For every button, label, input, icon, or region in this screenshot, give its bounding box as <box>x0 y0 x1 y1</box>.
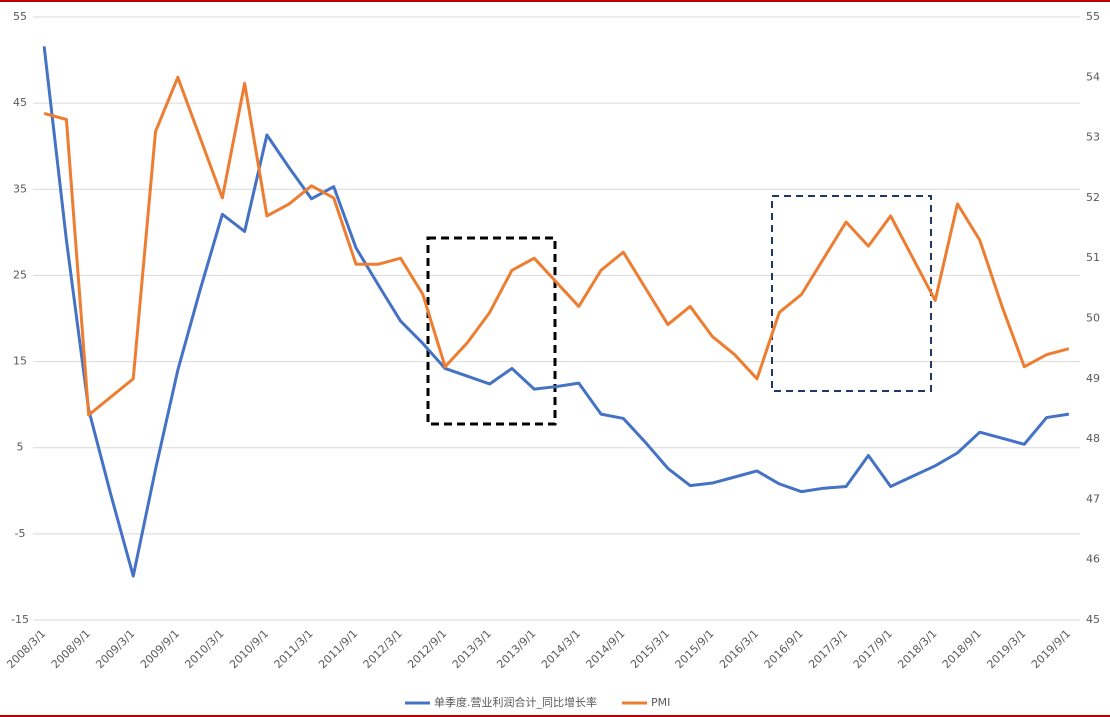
y2-tick-label: 50 <box>1086 312 1100 325</box>
x-tick-label: 2009/3/1 <box>93 627 137 671</box>
x-tick-label: 2014/9/1 <box>583 627 627 671</box>
y2-tick-label: 51 <box>1086 251 1100 264</box>
y-tick-label: 45 <box>13 96 27 109</box>
legend-label: 单季度.营业利润合计_同比增长率 <box>434 695 597 709</box>
x-tick-label: 2010/9/1 <box>227 627 271 671</box>
x-tick-label: 2013/9/1 <box>494 627 538 671</box>
x-tick-label: 2019/3/1 <box>984 627 1028 671</box>
x-tick-label: 2015/3/1 <box>628 627 672 671</box>
y2-tick-label: 49 <box>1086 372 1100 385</box>
x-tick-label: 2017/9/1 <box>851 627 895 671</box>
y-tick-label: 35 <box>13 182 27 195</box>
x-tick-label: 2018/9/1 <box>940 627 984 671</box>
x-tick-label: 2008/9/1 <box>49 627 93 671</box>
series-line <box>42 46 1070 578</box>
y2-tick-label: 52 <box>1086 191 1100 204</box>
x-tick-label: 2018/3/1 <box>895 627 939 671</box>
y2-tick-label: 46 <box>1086 553 1100 566</box>
y-tick-label: -5 <box>15 527 26 540</box>
x-tick-label: 2016/9/1 <box>762 627 806 671</box>
x-tick-label: 2013/3/1 <box>450 627 494 671</box>
x-tick-label: 2008/3/1 <box>4 627 48 671</box>
grid <box>33 16 1080 621</box>
y-tick-label: 15 <box>13 355 27 368</box>
x-tick-label: 2015/9/1 <box>673 627 717 671</box>
y2-tick-label: 47 <box>1086 492 1100 505</box>
x-tick-label: 2019/9/1 <box>1029 627 1073 671</box>
y2-tick-label: 54 <box>1086 70 1100 83</box>
x-tick-label: 2011/9/1 <box>316 627 360 671</box>
highlight-box <box>426 236 557 426</box>
x-tick-label: 2010/3/1 <box>182 627 226 671</box>
x-tick-label: 2012/3/1 <box>361 627 405 671</box>
x-tick-label: 2012/9/1 <box>405 627 449 671</box>
y-tick-label: 5 <box>17 441 24 454</box>
y-tick-label: 25 <box>13 268 27 281</box>
y-tick-label: -15 <box>11 613 29 626</box>
x-tick-label: 2017/3/1 <box>806 627 850 671</box>
y2-tick-label: 48 <box>1086 432 1100 445</box>
y2-tick-label: 53 <box>1086 131 1100 144</box>
y-tick-label: 55 <box>13 10 27 23</box>
x-tick-label: 2016/3/1 <box>717 627 761 671</box>
x-tick-label: 2011/3/1 <box>272 627 316 671</box>
y2-tick-label: 45 <box>1086 613 1100 626</box>
legend-label: PMI <box>651 696 670 709</box>
series-line <box>43 75 1070 417</box>
x-tick-label: 2009/9/1 <box>138 627 182 671</box>
x-tick-label: 2014/3/1 <box>539 627 583 671</box>
y2-tick-label: 55 <box>1086 10 1100 23</box>
